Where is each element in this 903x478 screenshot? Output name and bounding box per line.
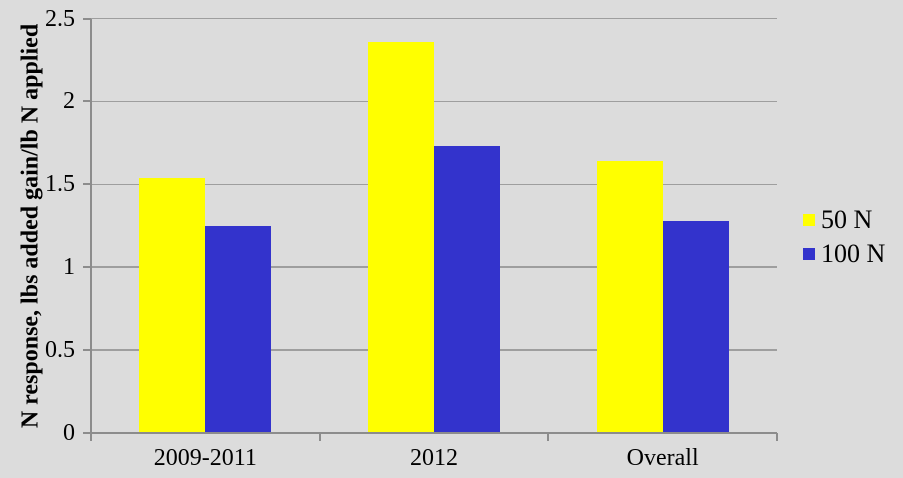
x-tick-0 [90, 433, 92, 441]
x-axis-line [83, 432, 777, 434]
y-tick-label-0.5: 0.5 [45, 337, 75, 364]
x-category-label-2009-2011: 2009-2011 [153, 445, 257, 471]
y-tick-0.5 [83, 349, 91, 352]
y-tick-label-2.5: 2.5 [45, 5, 75, 32]
legend-item-50-n: 50 N [803, 205, 885, 235]
legend-label-100-n: 100 N [821, 239, 886, 268]
y-tick-1.5 [83, 183, 91, 186]
legend-item-100-n: 100 N [803, 239, 885, 269]
legend-swatch-50-n [803, 214, 815, 226]
y-tick-2 [83, 100, 91, 103]
gridline-2.5 [91, 17, 777, 20]
y-tick-label-2: 2 [63, 88, 75, 115]
bar-100-n-2012 [434, 146, 500, 433]
x-tick-2 [547, 433, 550, 441]
bar-50-n-2009-2011 [139, 177, 206, 433]
legend-label-50-n: 50 N [821, 205, 873, 234]
x-tick-1 [318, 433, 321, 441]
gridline-2 [91, 100, 777, 103]
x-tick-3 [776, 433, 778, 441]
y-tick-2.5 [83, 17, 91, 20]
y-tick-label-0: 0 [63, 420, 75, 446]
y-axis-title: N response, lbs added gain/lb N applied [17, 23, 44, 429]
legend: 50 N 100 N [803, 205, 885, 269]
bar-100-n-2009-2011 [205, 225, 272, 433]
legend-swatch-100-n [803, 248, 815, 260]
y-tick-label-1: 1 [63, 254, 75, 281]
y-tick-label-1.5: 1.5 [45, 171, 75, 198]
bar-50-n-2012 [368, 41, 434, 433]
bar-50-n-overall [596, 161, 663, 433]
y-axis-line [90, 18, 92, 433]
x-category-label-2012: 2012 [410, 445, 458, 471]
x-category-label-overall: Overall [626, 445, 699, 471]
bar-100-n-overall [662, 220, 729, 433]
y-tick-1 [83, 266, 91, 269]
